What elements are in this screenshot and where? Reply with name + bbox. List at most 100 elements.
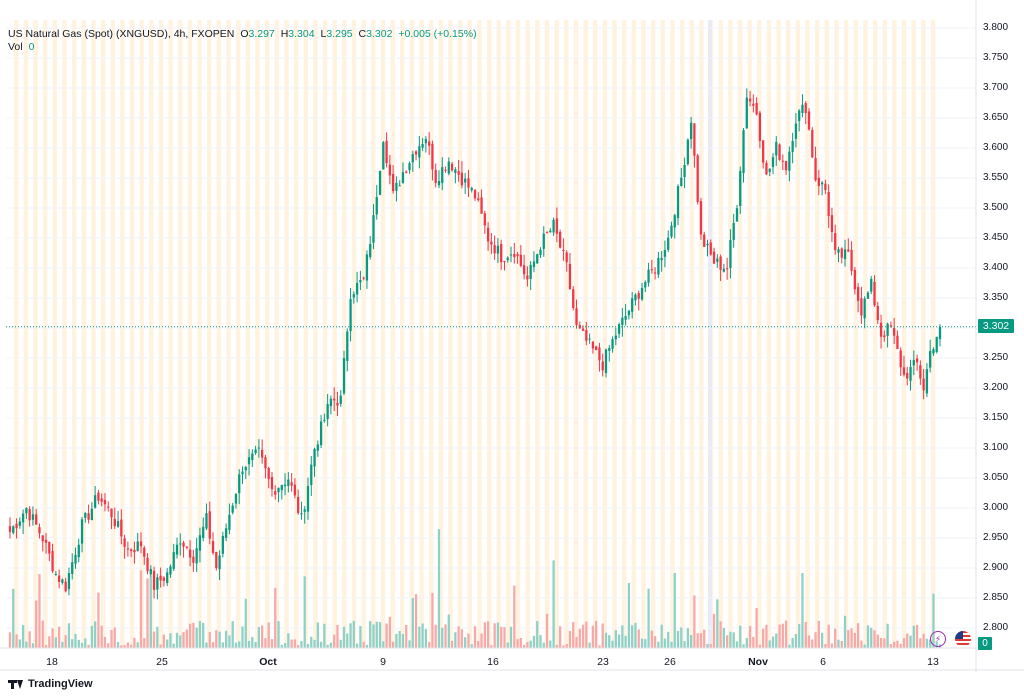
- volume-bar: [542, 642, 545, 648]
- session-band: [351, 20, 357, 648]
- candle-body: [287, 479, 290, 486]
- volume-bar: [689, 635, 693, 648]
- candle-body: [837, 249, 840, 253]
- volume-bar: [621, 625, 624, 648]
- session-band: [226, 20, 231, 648]
- session-band: [371, 20, 376, 648]
- volume-bar: [264, 638, 267, 648]
- volume-bar: [847, 629, 850, 648]
- candle-body: [247, 457, 251, 465]
- volume-bar: [526, 642, 529, 648]
- candle-body: [369, 244, 372, 258]
- volume-bar: [303, 576, 306, 648]
- volume-bar: [532, 635, 536, 648]
- low-label: L: [320, 28, 327, 40]
- candle-body: [90, 508, 94, 521]
- candle-body: [172, 552, 175, 569]
- volume-bar: [585, 621, 588, 648]
- session-band: [477, 20, 482, 648]
- candle-body: [215, 551, 218, 569]
- volume-bar: [215, 629, 218, 648]
- candle-body: [732, 222, 735, 240]
- candle-body: [784, 161, 788, 171]
- volume-bar: [51, 628, 54, 648]
- candle-body: [139, 541, 143, 547]
- candle-body: [500, 243, 503, 263]
- candle-body: [188, 549, 192, 558]
- session-band: [718, 20, 723, 648]
- lightning-icon[interactable]: ⚡: [930, 631, 946, 647]
- candle-body: [568, 263, 572, 290]
- session-band: [766, 20, 772, 648]
- price-tick-label: 3.550: [983, 172, 1009, 183]
- volume-bar: [182, 632, 185, 648]
- volume-bar: [87, 644, 90, 648]
- us-flag-icon[interactable]: [955, 631, 971, 647]
- candle-body: [526, 275, 529, 280]
- candle-body: [395, 182, 398, 191]
- session-band: [573, 20, 579, 648]
- volume-bar: [143, 638, 146, 648]
- volume-bar: [460, 629, 464, 648]
- volume-bar: [496, 622, 500, 648]
- candle-body: [788, 151, 791, 171]
- volume-bar: [588, 642, 591, 648]
- volume-bar: [218, 631, 221, 648]
- candle-body: [830, 215, 834, 233]
- volume-bar: [316, 622, 319, 648]
- candle-body: [555, 218, 559, 234]
- price-tick-label: 3.800: [983, 22, 1009, 33]
- candle-body: [333, 398, 336, 401]
- candle-body: [617, 324, 621, 334]
- session-band: [824, 20, 830, 648]
- tradingview-footer[interactable]: TradingView: [8, 678, 93, 690]
- candle-body: [794, 123, 798, 139]
- volume-bar: [922, 633, 925, 648]
- candle-body: [254, 449, 257, 454]
- volume-bar: [188, 623, 192, 648]
- volume-bar: [778, 624, 781, 648]
- candle-body: [470, 187, 473, 191]
- session-band: [390, 20, 395, 648]
- volume-bar: [640, 638, 644, 648]
- candle-body: [558, 231, 562, 248]
- volume-bar: [889, 644, 893, 648]
- volume-bar: [336, 624, 339, 648]
- last-price-tag: 3.302: [978, 319, 1014, 333]
- session-band: [814, 20, 820, 648]
- candle-body: [598, 347, 601, 361]
- session-band: [593, 20, 598, 648]
- candle-body: [274, 491, 277, 495]
- volume-bar: [93, 621, 97, 648]
- candle-body: [143, 547, 146, 557]
- candle-body: [860, 298, 863, 316]
- candle-body: [313, 448, 316, 467]
- volume-bar: [716, 599, 719, 648]
- candle-body: [912, 360, 915, 366]
- volume-bar: [755, 608, 758, 648]
- candle-body: [414, 151, 418, 155]
- session-band: [81, 20, 87, 648]
- volume-bar: [342, 626, 346, 648]
- candle-body: [198, 535, 202, 551]
- candle-body: [899, 350, 902, 368]
- candle-body: [631, 298, 634, 312]
- candle-body: [385, 140, 388, 164]
- volume-bar: [133, 637, 136, 648]
- volume-bar: [601, 623, 604, 648]
- volume-bar: [261, 625, 264, 648]
- candle-body: [113, 518, 116, 527]
- session-band: [921, 20, 926, 648]
- volume-bar: [614, 630, 617, 648]
- candle-body: [863, 298, 866, 319]
- volume-bar: [110, 629, 113, 648]
- candle-body: [310, 464, 313, 486]
- volume-bar: [57, 626, 61, 648]
- candle-body: [418, 146, 421, 158]
- candle-body: [44, 539, 48, 543]
- volume-bar: [421, 623, 424, 648]
- volume-bar: [372, 624, 375, 648]
- volume-bar: [486, 621, 490, 648]
- candle-body: [277, 487, 280, 493]
